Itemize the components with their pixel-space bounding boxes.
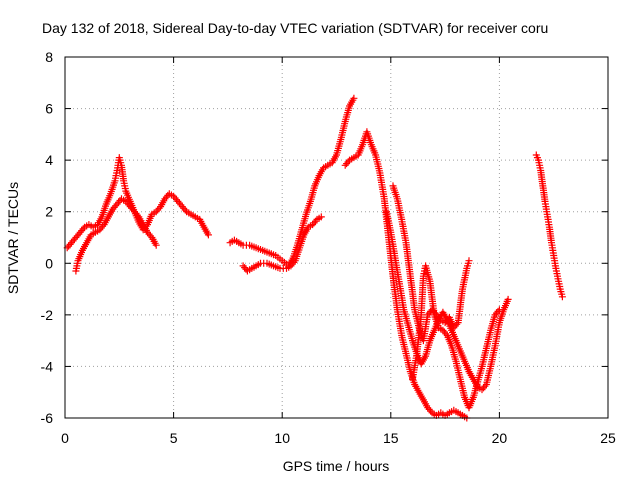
x-tick-label: 10 (274, 430, 290, 446)
x-tick-label: 25 (600, 430, 616, 446)
series-track-e (341, 128, 471, 422)
series-markers (341, 128, 471, 422)
y-tick-label: -6 (41, 410, 54, 426)
series-track-b (72, 195, 160, 275)
axis-ticks: 0 5 10 15 20 25 -6 -4 -2 0 2 4 6 8 (41, 49, 616, 446)
series-track-c (226, 94, 358, 270)
y-tick-label: -4 (41, 358, 54, 374)
y-tick-label: 4 (45, 152, 53, 168)
y-axis-title: SDTVAR / TECUs (5, 182, 21, 294)
series-markers (239, 213, 325, 275)
series-track-i (532, 151, 566, 301)
series-track-h (409, 262, 503, 412)
x-tick-label: 15 (383, 430, 399, 446)
series-track-a (63, 154, 212, 252)
chart-title: Day 132 of 2018, Sidereal Day-to-day VTE… (42, 20, 548, 36)
y-tick-label: 2 (45, 204, 53, 220)
data-series (63, 94, 566, 422)
y-tick-label: -2 (41, 307, 54, 323)
x-tick-label: 0 (61, 430, 69, 446)
series-markers (532, 151, 566, 301)
series-markers (409, 262, 503, 412)
y-tick-label: 8 (45, 49, 53, 65)
x-axis-title: GPS time / hours (283, 458, 390, 474)
x-tick-label: 5 (170, 430, 178, 446)
series-markers (226, 94, 358, 270)
y-tick-label: 0 (45, 255, 53, 271)
x-tick-label: 20 (492, 430, 508, 446)
grid-lines (65, 57, 608, 418)
series-markers (63, 154, 212, 252)
y-tick-label: 6 (45, 101, 53, 117)
series-markers (72, 195, 160, 275)
series-track-d (239, 213, 325, 275)
plot-border (64, 56, 609, 419)
